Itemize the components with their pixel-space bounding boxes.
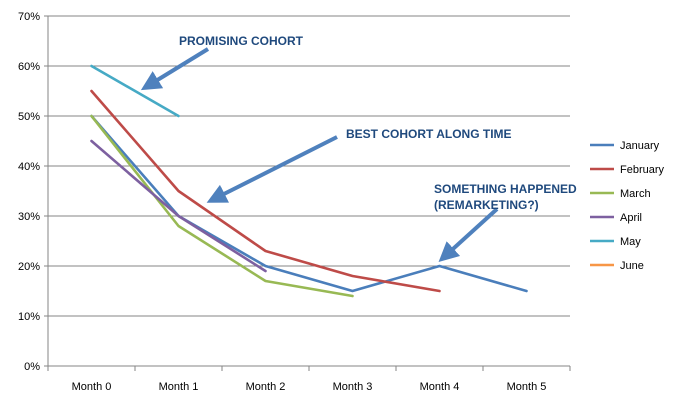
- y-tick-label: 50%: [18, 111, 40, 123]
- y-tick-label: 0%: [24, 361, 40, 373]
- series-line-april: [90, 139, 267, 273]
- y-tick-label: 40%: [18, 161, 40, 173]
- x-tick-label: Month 1: [159, 381, 199, 393]
- legend-label-june: June: [620, 260, 644, 272]
- legend-label-may: May: [620, 236, 641, 248]
- legend-label-march: March: [620, 188, 651, 200]
- series-line-january: [90, 114, 528, 293]
- x-tick-label: Month 4: [420, 381, 460, 393]
- series-lines: [90, 64, 528, 298]
- x-tick-label: Month 5: [507, 381, 547, 393]
- y-tick-label: 60%: [18, 61, 40, 73]
- gridlines: [48, 15, 570, 317]
- legend: January February March April May June: [590, 140, 665, 272]
- annotation-arrow-2: [206, 135, 338, 203]
- y-tick-label: 10%: [18, 311, 40, 323]
- annotation-arrow-3: [438, 207, 499, 263]
- annotations: PROMISING COHORT BEST COHORT ALONG TIME SO…: [140, 34, 577, 263]
- y-tick-label: 70%: [18, 11, 40, 23]
- x-tick-label: Month 0: [72, 381, 112, 393]
- series-line-may: [90, 64, 180, 118]
- series-line-march: [90, 114, 354, 298]
- x-tick-label: Month 3: [333, 381, 373, 393]
- series-line-february: [90, 89, 441, 293]
- annotation-arrow-1: [140, 47, 210, 91]
- annotation-text-3: (REMARKETING?): [434, 198, 539, 212]
- y-tick-label: 20%: [18, 261, 40, 273]
- legend-label-february: February: [620, 164, 665, 176]
- x-tick-label: Month 2: [246, 381, 286, 393]
- annotation-text-3: SOMETHING HAPPENED: [434, 182, 577, 196]
- y-tick-label: 30%: [18, 211, 40, 223]
- axes: 0% 10% 20% 30% 40% 50% 60% 70% Month 0 Month 1 Mon…: [18, 11, 571, 393]
- legend-label-april: April: [620, 212, 642, 224]
- annotation-text-1: PROMISING COHORT: [179, 34, 304, 48]
- annotation-text-2: BEST COHORT ALONG TIME: [346, 127, 512, 141]
- legend-label-january: January: [620, 140, 660, 152]
